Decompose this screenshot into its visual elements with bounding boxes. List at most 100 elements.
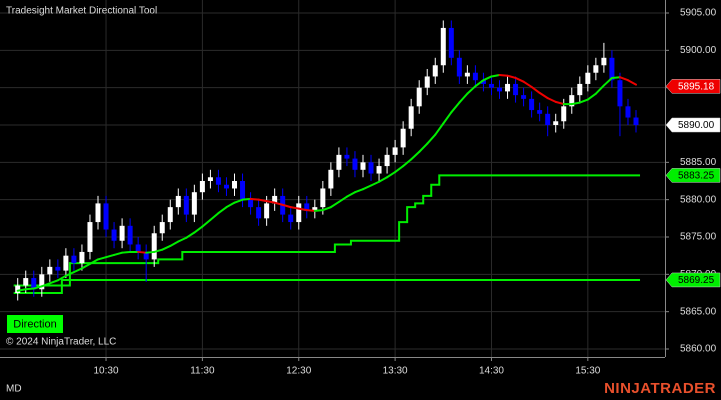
ma-segment xyxy=(474,79,485,88)
candle-body xyxy=(55,266,61,271)
price-marker-label: 5895.18 xyxy=(678,81,715,92)
candle-body xyxy=(440,27,446,66)
ma-segment xyxy=(442,111,453,125)
ma-segment xyxy=(546,97,557,103)
candle-body xyxy=(240,181,246,200)
price-marker-label: 5890.00 xyxy=(678,120,715,131)
y-tick-label: 5885.00 xyxy=(680,157,717,168)
ma-segment xyxy=(113,251,124,256)
candle-body xyxy=(248,199,254,208)
ma-segment xyxy=(153,248,164,253)
ma-segment xyxy=(297,207,308,212)
candle-body xyxy=(569,95,575,107)
y-tick-label: 5865.00 xyxy=(680,306,717,317)
price-marker-label: 5869.25 xyxy=(678,275,715,286)
candle-body xyxy=(617,80,623,107)
ma-segment xyxy=(273,201,284,206)
y-tick-label: 5900.00 xyxy=(680,45,717,56)
candle-body xyxy=(63,255,69,271)
candle-body xyxy=(103,203,109,230)
candle-body xyxy=(537,110,543,114)
candle-body xyxy=(368,162,374,174)
candle-body xyxy=(416,87,422,107)
candle-body xyxy=(424,76,430,88)
candle-body xyxy=(344,154,350,159)
instrument-label: MD xyxy=(6,384,22,395)
ma-segment xyxy=(337,195,348,203)
ma-segment xyxy=(249,197,260,201)
candle-body xyxy=(47,266,53,275)
candle-body xyxy=(384,154,390,167)
stop-line xyxy=(13,278,641,295)
ma-segment xyxy=(16,288,27,292)
candle-body xyxy=(609,57,615,81)
candle-body xyxy=(472,72,478,81)
ma-segment xyxy=(345,191,356,198)
ma-segment xyxy=(305,209,316,212)
candle-body xyxy=(71,255,77,264)
candle-body xyxy=(264,203,270,219)
candle-body xyxy=(15,285,21,294)
ma-segment xyxy=(241,197,252,201)
candle-body xyxy=(497,87,502,92)
candle-body xyxy=(352,158,358,170)
candle-body xyxy=(464,72,470,77)
candle-body xyxy=(400,128,406,148)
ma-segment xyxy=(329,200,340,209)
ma-segment xyxy=(97,256,108,261)
ma-segment xyxy=(602,76,613,87)
x-tick-label: 12:30 xyxy=(286,366,311,377)
ma-segment xyxy=(88,258,99,265)
ma-segment xyxy=(353,188,364,194)
ma-segment xyxy=(578,98,589,104)
ma-segment xyxy=(161,244,172,251)
ma-segment xyxy=(418,142,429,153)
x-tick-label: 11:30 xyxy=(190,366,215,377)
candle-body xyxy=(207,177,213,182)
candle-body xyxy=(360,162,366,170)
candle-body xyxy=(561,106,567,122)
stop-line xyxy=(13,174,641,287)
ma-segment xyxy=(410,150,421,161)
ma-segment xyxy=(458,92,469,104)
candle-body xyxy=(376,166,382,174)
candle-body xyxy=(505,83,511,92)
candle-body xyxy=(480,80,486,84)
direction-button[interactable] xyxy=(7,315,63,333)
ma-segment xyxy=(538,91,549,100)
candle-body xyxy=(320,188,326,208)
ma-segment xyxy=(121,250,132,254)
ma-segment xyxy=(64,271,75,277)
ma-segment xyxy=(434,122,445,136)
ma-segment xyxy=(522,80,533,88)
ma-segment xyxy=(265,200,276,204)
ma-segment xyxy=(450,101,461,114)
candle-body xyxy=(633,117,639,125)
candle-body xyxy=(488,83,494,88)
ma-segment xyxy=(594,84,605,95)
y-tick-label: 5875.00 xyxy=(680,232,717,243)
ma-segment xyxy=(257,198,268,203)
ma-segment xyxy=(217,206,228,215)
candle-body xyxy=(151,233,157,260)
direction-label[interactable]: Direction xyxy=(13,318,56,330)
logo: NINJATRADER xyxy=(604,380,716,397)
ma-segment xyxy=(281,203,292,209)
price-marker xyxy=(665,117,721,133)
ma-segment xyxy=(137,250,148,254)
candle-body xyxy=(143,251,149,260)
candle-body xyxy=(577,83,583,96)
ma-segment xyxy=(225,201,236,209)
candle-body xyxy=(625,106,631,118)
candle-body xyxy=(119,225,125,241)
ma-segment xyxy=(466,85,477,95)
ma-segment xyxy=(145,250,156,254)
candle-body xyxy=(585,72,591,84)
candle-body xyxy=(87,222,93,252)
ma-segment xyxy=(402,158,413,168)
ma-segment xyxy=(56,274,67,282)
copyright: © 2024 NinjaTrader, LLC xyxy=(6,337,116,348)
candle-body xyxy=(513,83,519,96)
ma-segment xyxy=(48,279,59,285)
ma-segment xyxy=(201,218,212,228)
